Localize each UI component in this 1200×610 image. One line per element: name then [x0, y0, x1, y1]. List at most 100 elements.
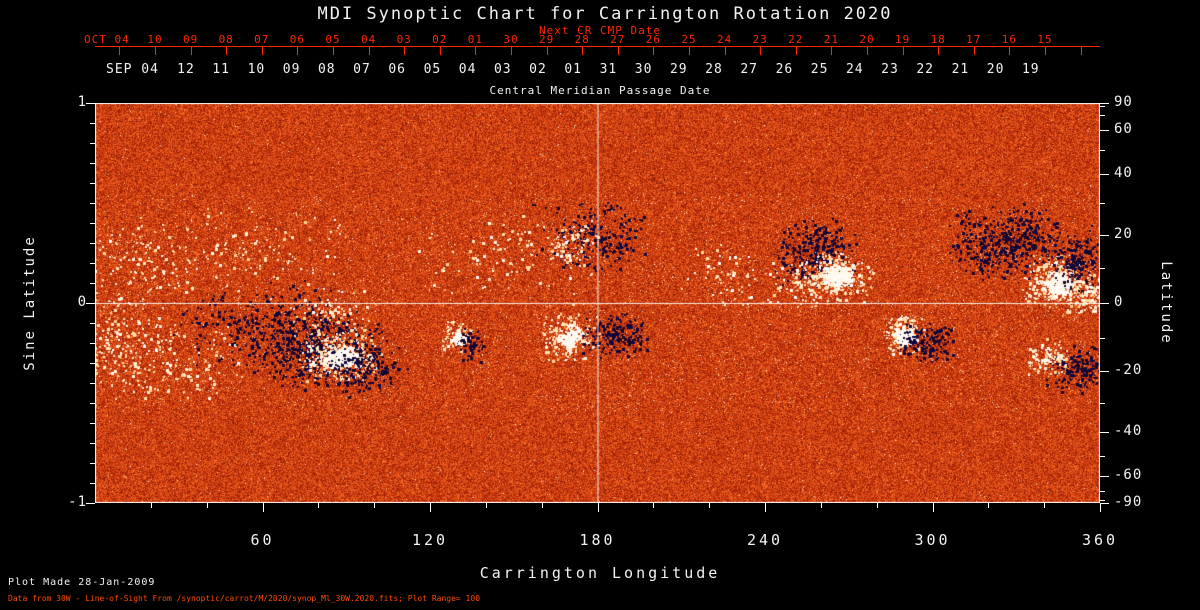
right-axis-value: 0	[1114, 294, 1124, 310]
left-axis-tick	[90, 223, 95, 224]
plot-made-footer: Plot Made 28-Jan-2009	[8, 577, 156, 588]
left-axis-tick	[90, 403, 95, 404]
left-axis-tick	[86, 103, 95, 104]
bottom-axis-value: 360	[1081, 531, 1119, 549]
top-axis-date: 10	[147, 33, 163, 46]
chart-title: MDI Synoptic Chart for Carrington Rotati…	[317, 4, 893, 24]
right-axis-tick	[1100, 371, 1109, 373]
top-axis-tick	[155, 46, 156, 55]
top-axis-tick	[404, 46, 406, 55]
top-axis-date: 21	[823, 33, 840, 46]
top-axis-tick	[973, 46, 975, 55]
bottom-axis-tick	[988, 503, 990, 508]
left-axis-tick	[90, 183, 95, 184]
right-axis-value: -40	[1114, 422, 1143, 439]
left-axis-tick	[90, 383, 95, 384]
top-axis-date: 30	[503, 33, 519, 46]
cmp-axis-date: 08	[317, 62, 336, 77]
top-axis-tick	[1045, 46, 1046, 55]
top-axis-date: 22	[788, 33, 804, 46]
left-axis-tick	[90, 363, 95, 364]
bottom-axis-label: Carrington Longitude	[479, 564, 721, 582]
data-source-footer: Data from 30W - Line-of-Sight From /syno…	[8, 594, 481, 603]
top-axis-tick	[795, 46, 797, 55]
right-axis-tick	[1100, 234, 1109, 236]
top-axis-date: 01	[467, 33, 484, 46]
right-axis-value: 20	[1114, 225, 1133, 242]
bottom-axis-value: 240	[746, 531, 784, 549]
cmp-axis-month-prefix: SEP 04	[106, 62, 159, 77]
top-axis-date: 06	[289, 33, 306, 46]
cmp-axis-date: 30	[634, 62, 653, 77]
right-axis-minor-tick	[1100, 115, 1105, 117]
bottom-axis-tick	[485, 503, 487, 508]
top-axis-tick	[475, 46, 477, 55]
top-axis-tick	[439, 46, 441, 55]
top-axis-date: 03	[396, 33, 412, 46]
top-axis-date: 23	[752, 33, 768, 46]
cmp-axis-date: 03	[493, 62, 512, 77]
right-axis-minor-tick	[1100, 403, 1105, 404]
left-axis-tick	[90, 423, 95, 424]
top-axis-tick	[831, 46, 833, 55]
bottom-axis-tick	[1044, 503, 1046, 508]
cmp-axis-date: 31	[599, 62, 618, 77]
right-axis-value: 40	[1114, 165, 1133, 182]
top-axis-date: 05	[325, 33, 341, 46]
right-axis-minor-tick	[1100, 149, 1105, 151]
bottom-axis-tick	[430, 503, 431, 512]
top-axis-tick	[689, 46, 690, 55]
top-axis-date: 28	[574, 33, 590, 46]
cmp-axis-date: 06	[388, 62, 407, 77]
left-axis-tick	[86, 503, 95, 504]
cmp-axis-date: 20	[986, 62, 1005, 77]
bottom-axis-tick	[1100, 503, 1101, 512]
top-axis-tick	[938, 46, 940, 55]
left-axis-tick	[90, 163, 95, 164]
top-axis-tick	[760, 46, 762, 55]
top-axis-date: 15	[1037, 33, 1053, 46]
cmp-axis-date: 12	[177, 62, 195, 77]
top-axis-date: 02	[432, 33, 448, 46]
top-axis-date: 17	[966, 33, 982, 46]
right-axis-minor-tick	[1100, 499, 1105, 501]
top-axis-tick	[190, 46, 192, 55]
left-axis-tick	[86, 303, 95, 304]
left-axis-tick	[90, 263, 95, 264]
top-axis-line	[95, 46, 1100, 47]
left-axis-tick	[90, 443, 95, 444]
top-axis-date: 18	[930, 33, 946, 46]
bottom-axis-tick	[932, 503, 934, 512]
right-axis-minor-tick	[1100, 203, 1105, 204]
cmp-axis-date: 05	[423, 62, 442, 77]
bottom-axis-tick	[318, 503, 320, 508]
right-axis-minor-tick	[1100, 268, 1105, 270]
top-axis-tick	[333, 46, 334, 55]
left-axis-tick	[90, 343, 95, 344]
top-axis-date: 26	[645, 33, 662, 46]
right-axis-minor-tick	[1100, 456, 1105, 458]
top-axis-tick	[902, 46, 904, 55]
bottom-axis-tick	[876, 503, 878, 508]
top-axis-tick	[297, 46, 299, 55]
top-axis-tick	[867, 46, 868, 55]
left-axis-tick	[90, 123, 95, 124]
cmp-axis-date: 04	[458, 62, 477, 77]
top-axis-date: 07	[254, 33, 270, 46]
right-axis-tick	[1100, 431, 1109, 433]
top-axis-tick	[653, 46, 655, 55]
bottom-axis-tick	[541, 503, 543, 508]
left-axis-value: -1	[68, 494, 87, 510]
top-axis-date: 16	[1001, 33, 1018, 46]
right-axis-value: -90	[1114, 494, 1143, 510]
top-axis-date: 09	[182, 33, 199, 46]
right-axis-tick	[1100, 129, 1109, 131]
left-axis-tick	[90, 243, 95, 244]
top-axis-tick	[1080, 46, 1082, 55]
left-axis-value: 1	[77, 94, 87, 110]
bottom-axis-tick	[820, 503, 822, 508]
top-axis-date: 29	[538, 33, 555, 46]
top-axis-date: 20	[859, 33, 875, 46]
right-axis-minor-tick	[1100, 337, 1105, 339]
